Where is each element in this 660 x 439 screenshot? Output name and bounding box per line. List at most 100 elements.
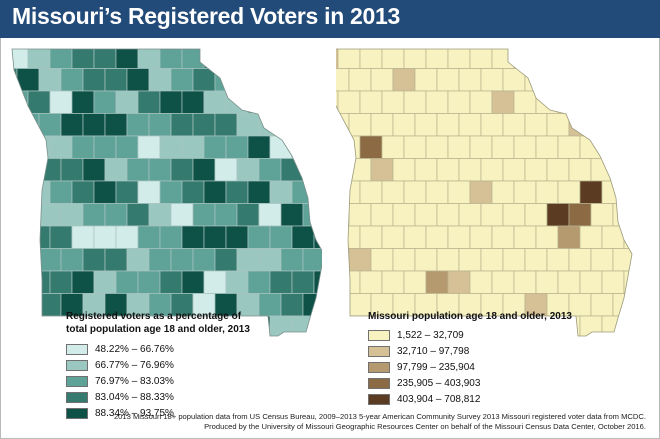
county: [392, 248, 416, 272]
county: [491, 90, 515, 114]
county: [302, 203, 322, 227]
county: [313, 180, 322, 204]
county: [280, 68, 304, 92]
county: [546, 248, 570, 272]
header-bar: Missouri’s Registered Voters in 2013: [0, 0, 660, 38]
county: [447, 135, 471, 159]
county: [71, 180, 95, 204]
voters-legend-title: Registered voters as a percentage of tot…: [66, 310, 250, 336]
county: [137, 90, 161, 114]
county: [192, 248, 216, 272]
county: [491, 225, 515, 249]
county: [535, 49, 559, 69]
county: [590, 113, 614, 137]
county: [203, 180, 227, 204]
county: [480, 113, 504, 137]
county: [513, 49, 537, 69]
county: [590, 248, 614, 272]
legend-swatch: [368, 393, 390, 405]
county: [27, 225, 51, 249]
county: [557, 49, 581, 69]
county: [336, 135, 339, 159]
county: [623, 135, 632, 159]
county: [359, 135, 383, 159]
county: [148, 158, 172, 182]
county: [280, 248, 304, 272]
county: [214, 248, 238, 272]
county: [269, 180, 293, 204]
county: [137, 135, 161, 159]
legend-label: 32,710 – 97,798: [397, 345, 470, 357]
county: [38, 68, 62, 92]
county: [225, 135, 249, 159]
county: [115, 225, 139, 249]
county: [181, 135, 205, 159]
county: [170, 248, 194, 272]
county: [612, 68, 632, 92]
county: [458, 68, 482, 92]
county: [236, 113, 260, 137]
county: [38, 248, 62, 272]
county: [601, 90, 625, 114]
county: [27, 315, 51, 336]
county: [225, 90, 249, 114]
county: [280, 113, 304, 137]
county: [469, 135, 493, 159]
population-map: [336, 48, 633, 337]
county: [370, 203, 394, 227]
county: [568, 113, 592, 137]
legend-swatch: [368, 345, 390, 357]
county: [480, 203, 504, 227]
county: [436, 203, 460, 227]
county: [247, 49, 271, 69]
county: [16, 248, 40, 272]
county: [137, 225, 161, 249]
legend-item: 1,522 – 32,709: [368, 328, 572, 343]
county: [16, 158, 40, 182]
county: [159, 270, 183, 294]
county: [336, 293, 350, 317]
county: [27, 90, 51, 114]
county: [458, 158, 482, 182]
county: [535, 180, 559, 204]
county: [247, 315, 271, 336]
county: [115, 135, 139, 159]
county: [126, 113, 150, 137]
county: [203, 49, 227, 69]
county: [524, 158, 548, 182]
county: [337, 315, 361, 336]
county: [280, 158, 304, 182]
county: [403, 270, 427, 294]
county: [236, 68, 260, 92]
county: [623, 315, 632, 336]
county: [12, 203, 18, 227]
county: [568, 293, 592, 317]
county: [436, 158, 460, 182]
county: [513, 135, 537, 159]
county: [82, 158, 106, 182]
legend-swatch: [66, 391, 88, 403]
county: [137, 270, 161, 294]
county: [148, 248, 172, 272]
county: [302, 113, 322, 137]
county: [480, 248, 504, 272]
county: [590, 68, 614, 92]
county: [71, 90, 95, 114]
county: [269, 315, 293, 336]
county: [601, 135, 625, 159]
county: [280, 293, 304, 317]
county: [258, 293, 282, 317]
county: [535, 135, 559, 159]
county: [159, 90, 183, 114]
county: [414, 203, 438, 227]
county: [170, 113, 194, 137]
county: [170, 68, 194, 92]
county: [590, 293, 614, 317]
county: [557, 225, 581, 249]
county: [71, 225, 95, 249]
county: [348, 248, 372, 272]
county: [12, 180, 29, 204]
county: [12, 135, 29, 159]
legend-item: 97,799 – 235,904: [368, 360, 572, 375]
legend-label: 88.34% – 93.75%: [95, 407, 174, 419]
